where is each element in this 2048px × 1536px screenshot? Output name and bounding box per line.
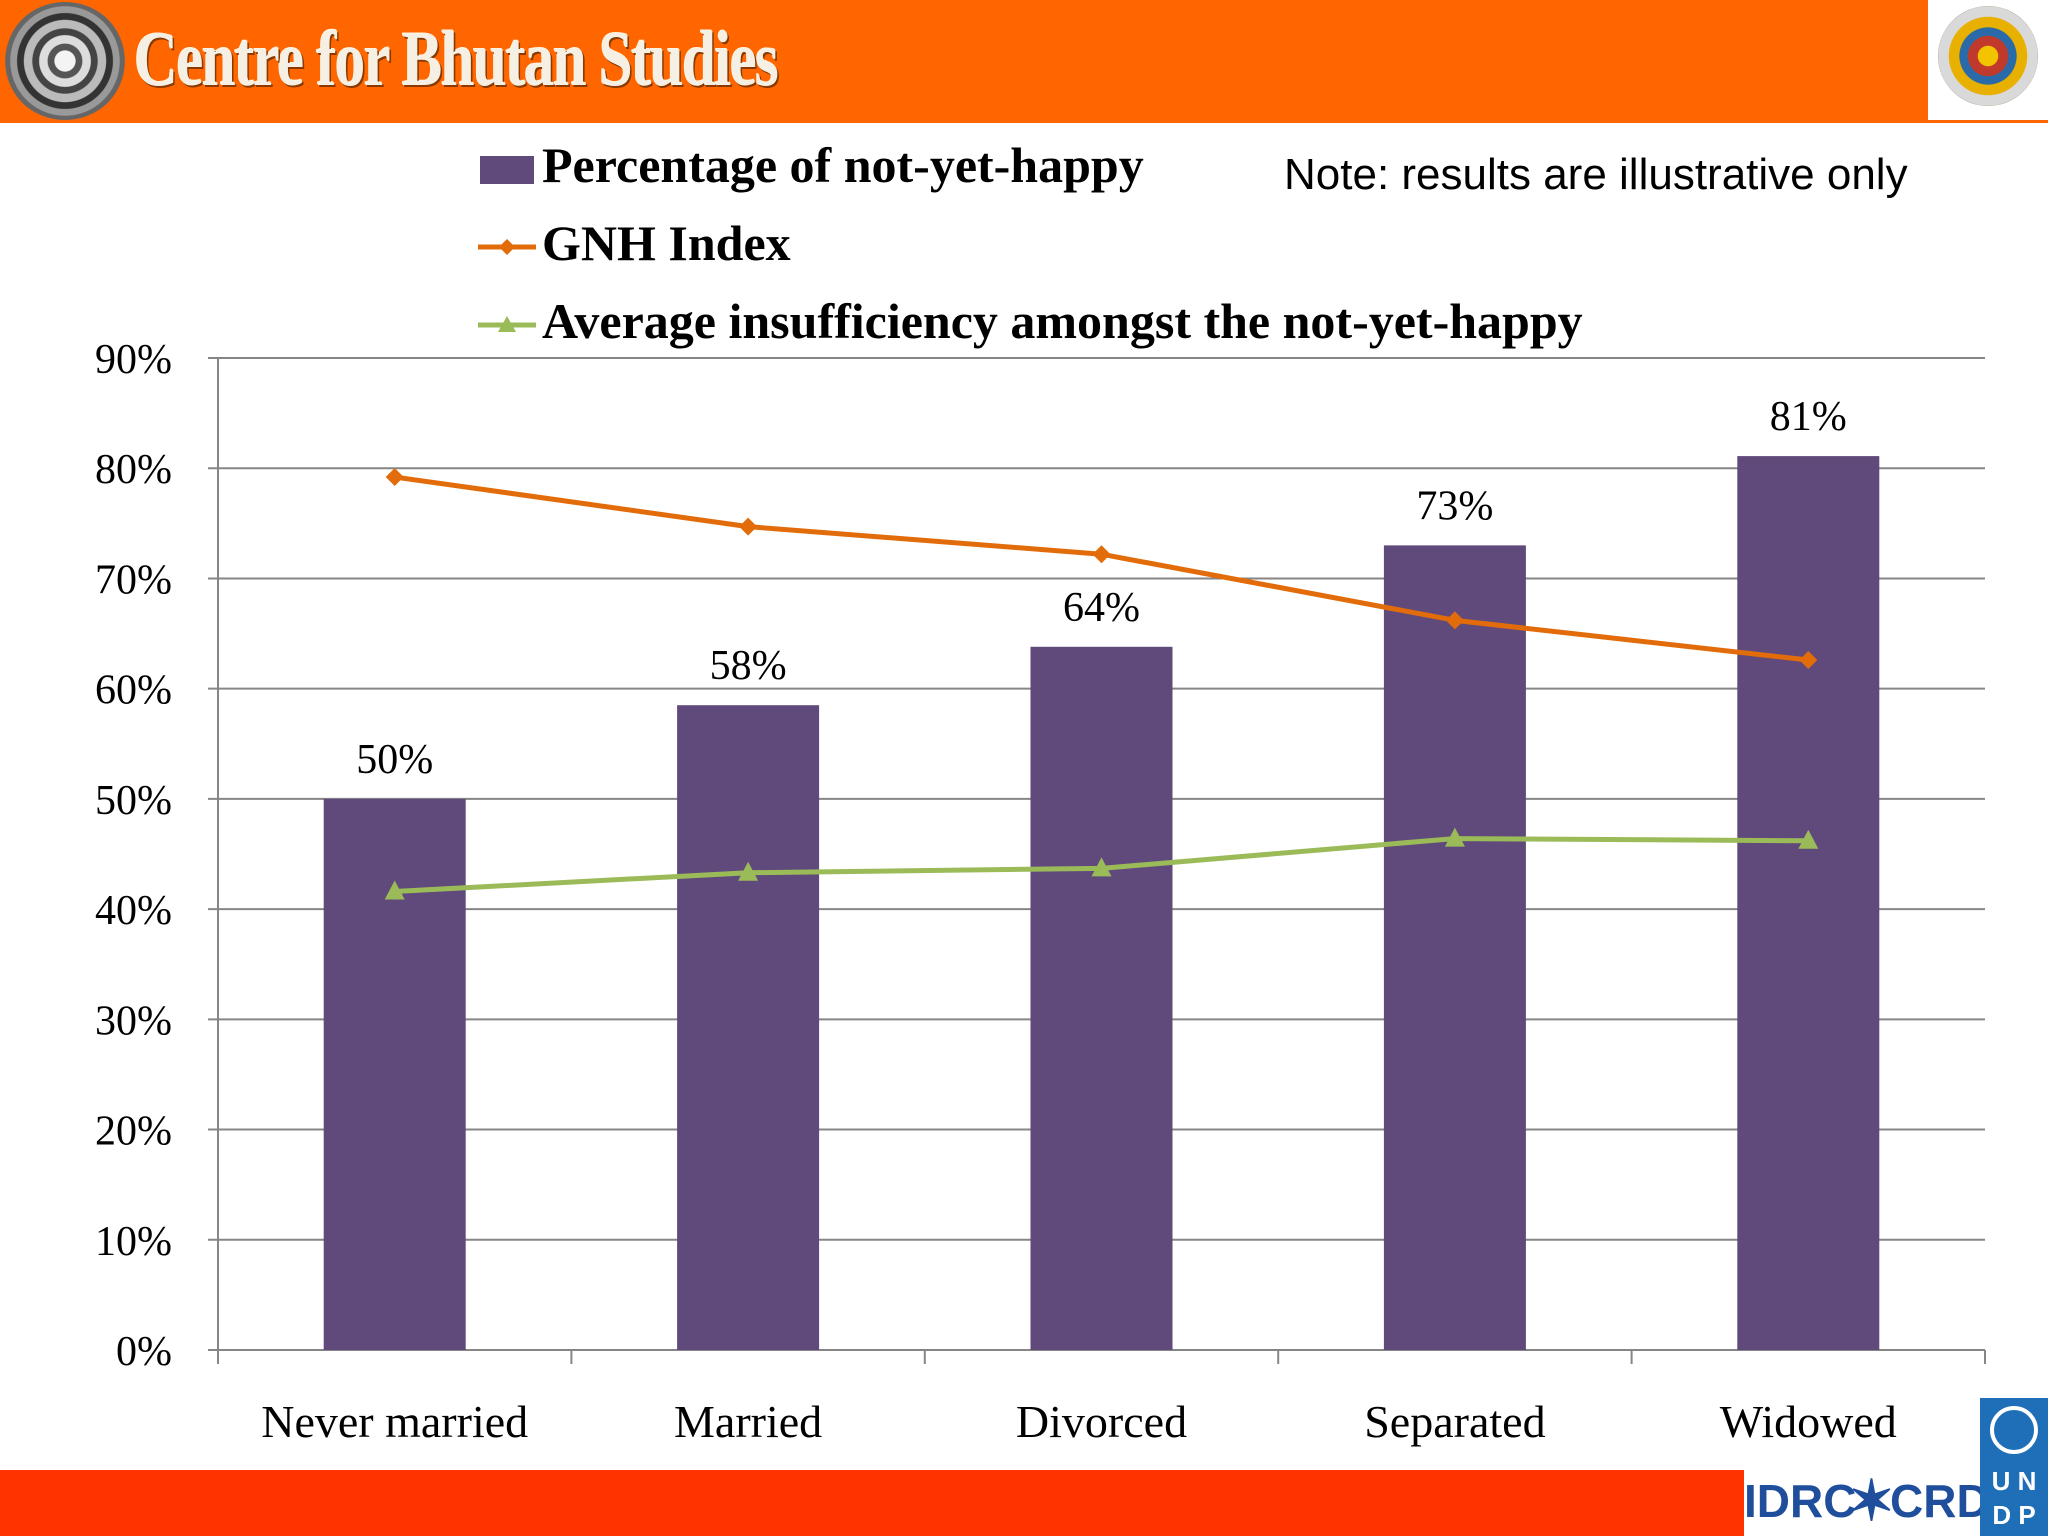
legend-bar-swatch-icon xyxy=(480,156,534,184)
y-tick-label: 70% xyxy=(95,557,172,603)
footer-bar xyxy=(0,1470,1744,1536)
y-tick-label: 0% xyxy=(116,1329,172,1375)
header-bar xyxy=(0,0,2048,123)
undp-logo: U N D P xyxy=(1980,1398,2048,1536)
y-tick-label: 10% xyxy=(95,1219,172,1265)
x-category-label: Widowed xyxy=(1720,1396,1897,1447)
bar xyxy=(677,705,820,1350)
organization-title: Centre for Bhutan Studies xyxy=(134,15,779,102)
legend-label-bar: Percentage of not-yet-happy xyxy=(542,137,1144,193)
bar xyxy=(1030,646,1173,1350)
bar-data-label: 58% xyxy=(710,643,787,689)
idrc-label: IDRC xyxy=(1744,1475,1857,1527)
x-category-label: Divorced xyxy=(1016,1396,1187,1447)
x-category-label: Separated xyxy=(1364,1396,1545,1447)
diamond-marker xyxy=(385,468,404,487)
y-tick-label: 40% xyxy=(95,888,172,934)
bar-data-label: 81% xyxy=(1770,394,1847,440)
y-tick-label: 80% xyxy=(95,447,172,493)
emblem-box xyxy=(1928,0,2048,120)
dharma-wheel-logo-icon xyxy=(4,2,126,120)
bar-data-label: 64% xyxy=(1063,585,1140,631)
chart-canvas: 0% 10% 20% 30% 40% 50% 60% 70% 80% 90% 50% 58% 64% 73… xyxy=(95,337,1986,1447)
legend-triangle-line-icon xyxy=(478,316,536,332)
undp-letters: U N D P xyxy=(1991,1466,2037,1530)
y-tick-label: 50% xyxy=(95,778,172,824)
legend-label-gnh: GNH Index xyxy=(542,215,791,271)
diamond-marker xyxy=(739,517,758,536)
diamond-marker xyxy=(1092,545,1111,564)
triangle-marker xyxy=(738,861,759,881)
triangle-marker xyxy=(1444,827,1465,847)
bar-data-label: 73% xyxy=(1416,483,1493,529)
idrc-star-icon: ✶ xyxy=(1848,1469,1895,1532)
bar xyxy=(1383,545,1526,1350)
x-category-label: Married xyxy=(674,1396,822,1447)
bar-data-label: 50% xyxy=(356,737,433,783)
legend-diamond-line-icon xyxy=(478,239,536,255)
y-tick-label: 30% xyxy=(95,998,172,1044)
diamond-marker xyxy=(1799,651,1818,670)
legend-label-insufficiency: Average insufficiency amongst the not-ye… xyxy=(542,293,1583,349)
bar xyxy=(1737,456,1880,1350)
idrc-logo: IDRC ✶ CRDI xyxy=(1744,1468,2002,1536)
bhutan-emblem-icon xyxy=(1938,6,2038,106)
un-globe-icon xyxy=(1990,1406,2038,1454)
triangle-marker xyxy=(1091,857,1112,877)
series-line xyxy=(394,474,1809,663)
triangle-marker xyxy=(1798,829,1819,849)
y-tick-label: 20% xyxy=(95,1109,172,1155)
triangle-marker xyxy=(384,880,405,900)
y-tick-label: 90% xyxy=(95,337,172,383)
diamond-marker xyxy=(1445,611,1464,630)
y-tick-label: 60% xyxy=(95,668,172,714)
illustrative-note: Note: results are illustrative only xyxy=(1284,150,1908,199)
x-category-label: Never married xyxy=(261,1396,528,1447)
